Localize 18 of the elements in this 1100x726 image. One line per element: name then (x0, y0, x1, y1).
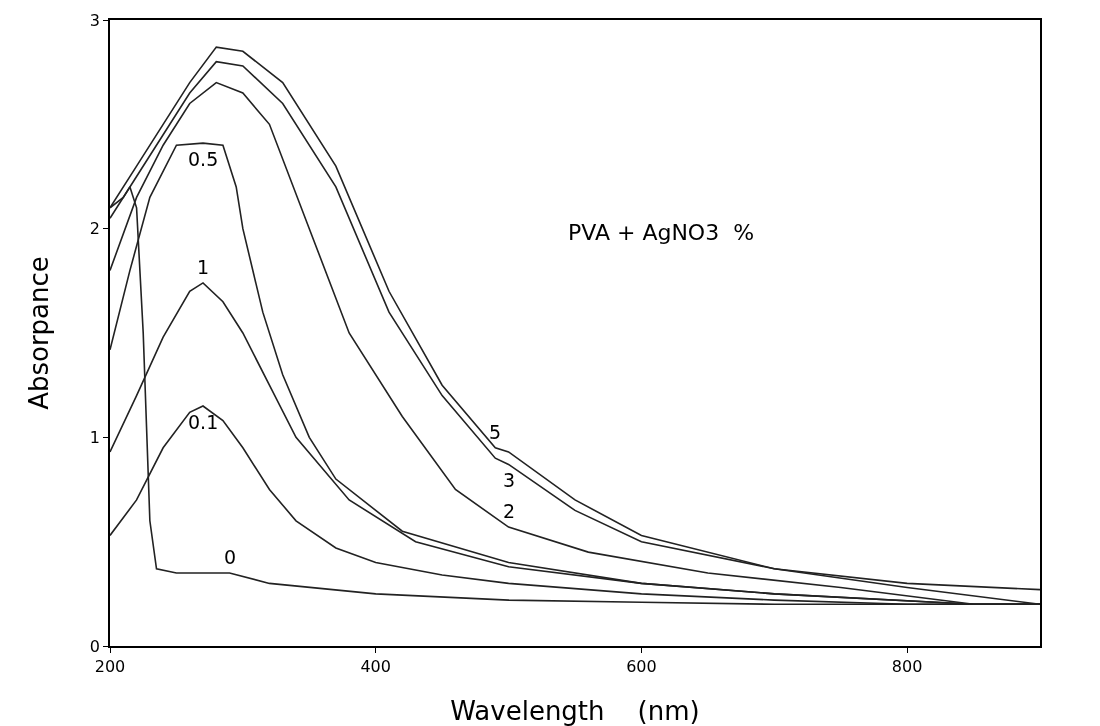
x-tick-label: 400 (360, 656, 391, 676)
y-tick-label: 2 (89, 219, 101, 239)
x-axis-title: Wavelength (nm) (450, 696, 700, 726)
annotation: 5 (489, 421, 502, 443)
annotation: 0 (224, 546, 237, 568)
annotation: 0.5 (188, 148, 219, 170)
annotation: 1 (197, 256, 210, 278)
annotation: PVA + AgNO3 % (568, 220, 755, 245)
y-tick-label: 1 (89, 427, 101, 447)
y-tick-label: 3 (89, 10, 101, 30)
x-tick-label: 200 (94, 656, 126, 676)
annotation: 3 (503, 469, 516, 491)
annotation: 2 (503, 500, 516, 522)
x-tick-label: 600 (626, 656, 657, 676)
annotation: 0.1 (188, 411, 219, 433)
y-axis-title: Absorpance (23, 256, 54, 410)
x-tick-label: 800 (891, 656, 923, 676)
y-tick-label: 0 (89, 636, 101, 656)
